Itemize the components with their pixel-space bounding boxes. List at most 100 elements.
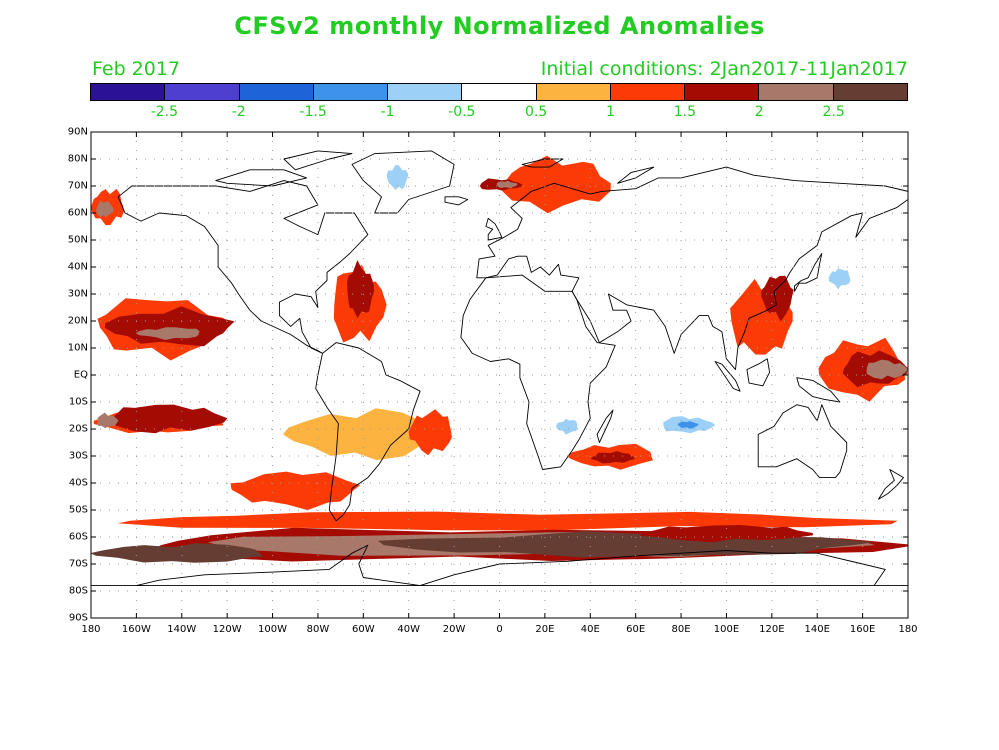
coastline (351, 150, 455, 214)
anomaly-region (407, 537, 841, 557)
forecast-period-label: Feb 2017 (92, 58, 181, 80)
anomaly-region (677, 421, 699, 429)
lon-label: 20W (442, 624, 466, 635)
lon-label: 100E (713, 624, 740, 635)
coastline (91, 544, 908, 587)
lon-label: 100W (258, 624, 288, 635)
coastline (796, 377, 841, 403)
anomaly-region (426, 208, 453, 226)
lon-label: 160W (121, 624, 151, 635)
chart-title: CFSv2 monthly Normalized Anomalies (234, 12, 765, 40)
lon-label: 60W (352, 624, 375, 635)
legend-label: -2 (231, 104, 246, 120)
lon-label: 40W (397, 624, 421, 635)
coastline (521, 158, 564, 168)
lat-label: 70N (67, 180, 88, 192)
legend-swatch (388, 84, 463, 100)
lon-label: 140E (804, 624, 830, 635)
initial-conditions-label: Initial conditions: 2Jan2017-11Jan2017 (540, 58, 908, 80)
lat-label: 20S (68, 423, 88, 435)
legend-swatch (239, 84, 314, 100)
lon-label: 180 (81, 624, 101, 635)
lat-label: 10N (67, 342, 88, 354)
anomaly-region (828, 268, 851, 290)
legend-label: -1 (380, 104, 395, 120)
coastline (460, 274, 616, 470)
legend-label: -1.5 (299, 104, 327, 120)
anomaly-region (866, 359, 908, 380)
lat-label: 60S (68, 531, 88, 543)
lon-label: 0 (496, 624, 503, 635)
legend-swatch (759, 84, 834, 100)
lon-label: 80W (306, 624, 330, 635)
coastline (315, 342, 421, 522)
legend-label: 2.5 (822, 104, 845, 120)
coastline (444, 196, 469, 206)
lat-label: 90S (68, 612, 88, 624)
coastline (757, 404, 848, 479)
lon-label: 180 (898, 624, 918, 635)
lat-label: EQ (73, 369, 88, 381)
anomaly-region (556, 418, 578, 435)
coastline (617, 166, 655, 184)
lat-label: 90N (67, 126, 88, 138)
grid-dots (91, 132, 908, 618)
coastline (485, 217, 503, 241)
anomaly-region (591, 451, 635, 464)
lat-label: 60N (67, 207, 88, 219)
lat-label: 50N (67, 234, 88, 246)
lon-label: 120W (212, 624, 242, 635)
coastline (476, 166, 908, 371)
lon-label: 160E (849, 624, 876, 635)
legend-swatch (833, 84, 907, 100)
coastline (714, 361, 741, 392)
anomaly-region (283, 408, 434, 461)
anomaly-fields (91, 155, 908, 563)
legend-swatch (610, 84, 686, 100)
legend-label: -0.5 (448, 104, 476, 120)
lat-label: 70S (68, 558, 88, 570)
lat-label: 10S (68, 396, 88, 408)
legend-swatch (165, 84, 240, 100)
anomaly-region (108, 404, 228, 434)
anomaly-region (117, 511, 898, 531)
anomaly-region (104, 306, 235, 347)
legend-label: 0.5 (525, 104, 548, 120)
lat-label: 30S (68, 450, 88, 462)
anomaly-region (386, 164, 409, 190)
legend-swatch (462, 84, 537, 100)
coastlines (91, 150, 908, 587)
coastline (215, 169, 308, 187)
lat-label: 40N (67, 261, 88, 273)
legend-label: 1 (606, 104, 615, 120)
lat-label: 20N (67, 315, 88, 327)
coastline (878, 469, 904, 500)
anomaly-region (91, 543, 263, 563)
anomaly-region (408, 409, 452, 456)
lat-label: 50S (68, 504, 88, 516)
lon-label: 40E (580, 624, 600, 635)
anomaly-region (496, 180, 518, 189)
lat-label: 40S (68, 477, 88, 489)
legend-swatch (313, 84, 389, 100)
lat-label: 80N (67, 153, 88, 165)
lat-label: 80S (68, 585, 88, 597)
coastline (283, 150, 353, 171)
lon-label: 60E (626, 624, 646, 635)
legend-swatch (536, 84, 611, 100)
coastline (117, 180, 369, 354)
anomaly-region (97, 412, 119, 428)
coastline (596, 409, 614, 443)
anomaly-region (640, 525, 814, 543)
anomaly-region (761, 275, 794, 322)
axis-ticks (90, 131, 909, 619)
coastline (746, 358, 771, 387)
lon-label: 20E (535, 624, 555, 635)
lon-label: 80E (671, 624, 691, 635)
color-legend-bar (90, 83, 908, 101)
legend-label: 1.5 (673, 104, 697, 120)
legend-label: 2 (754, 104, 764, 120)
lon-label: 120E (759, 624, 785, 635)
lat-label: 30N (67, 288, 88, 300)
